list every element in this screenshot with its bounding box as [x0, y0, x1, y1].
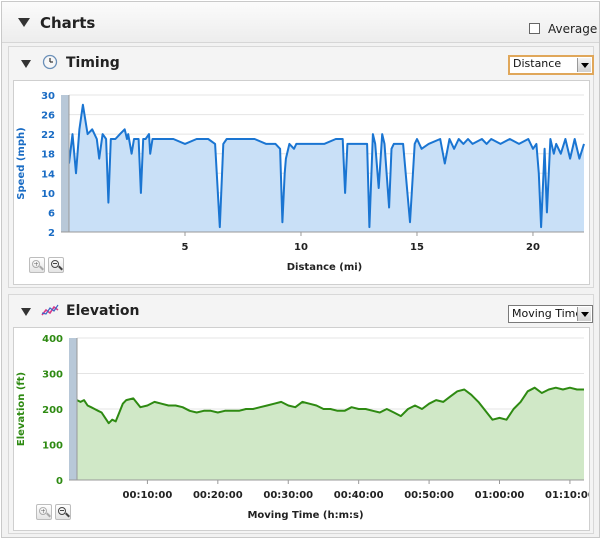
timing-zoom-in-button[interactable] — [29, 257, 45, 273]
zoom-in-icon — [39, 507, 47, 515]
data-area — [77, 387, 584, 480]
charts-header: Charts Average — [2, 2, 599, 43]
y-tick-label: 6 — [48, 208, 55, 219]
timing-section: Timing Distance 2 6 10 14 18 22 26 30 5 10 15 20 Dis… — [8, 46, 594, 288]
data-line — [68, 103, 585, 229]
elevation-zoom-in-button[interactable] — [36, 504, 52, 520]
x-tick-label: 01:10:00 — [545, 490, 589, 501]
timing-zoom-out-button[interactable] — [48, 257, 64, 273]
x-axis-label: Moving Time (h:m:s) — [247, 510, 363, 521]
timing-title: Timing — [66, 55, 120, 71]
axis-strip — [61, 95, 69, 232]
y-axis-label: Speed (mph) — [16, 127, 27, 199]
elevation-dropdown-value: Moving Time — [512, 307, 583, 320]
x-axis-label: Distance (mi) — [287, 262, 363, 273]
collapse-timing-icon[interactable] — [21, 60, 31, 68]
collapse-charts-icon[interactable] — [18, 18, 30, 27]
average-checkbox[interactable] — [529, 23, 540, 34]
x-tick-label: 01:00:00 — [475, 490, 525, 501]
y-tick-label: 200 — [42, 405, 63, 416]
data-area — [69, 104, 584, 232]
y-tick-label: 26 — [41, 111, 55, 122]
x-tick-label: 5 — [182, 242, 189, 253]
x-tick-label: 00:30:00 — [263, 490, 313, 501]
timing-xaxis-dropdown[interactable]: Distance — [508, 55, 594, 75]
y-tick-label: 0 — [56, 476, 63, 487]
data-line — [76, 386, 584, 425]
zoom-out-icon — [51, 260, 59, 268]
charts-title: Charts — [40, 14, 96, 32]
y-tick-label: 300 — [42, 370, 63, 381]
elevation-section: Elevation Moving Time 0 100 200 300 400 00:10… — [8, 294, 595, 534]
y-tick-label: 30 — [41, 91, 55, 102]
x-tick-label: 10 — [294, 242, 308, 253]
x-tick-label: 15 — [410, 242, 424, 253]
x-tick-label: 20 — [526, 242, 540, 253]
y-tick-label: 2 — [48, 228, 55, 239]
elevation-graph-icon — [41, 304, 59, 316]
y-axis-label: Elevation (ft) — [16, 372, 27, 446]
y-tick-label: 14 — [41, 169, 55, 180]
chevron-down-icon — [577, 307, 591, 321]
x-tick-label: 00:40:00 — [334, 490, 384, 501]
x-tick-label: 00:10:00 — [123, 490, 173, 501]
x-tick-label: 00:50:00 — [404, 490, 454, 501]
zoom-out-icon — [58, 507, 66, 515]
zoom-in-icon — [32, 260, 40, 268]
chevron-down-icon — [577, 58, 591, 72]
elevation-title: Elevation — [66, 303, 140, 319]
y-tick-label: 10 — [41, 189, 55, 200]
axis-strip — [69, 338, 77, 480]
timing-dropdown-value: Distance — [513, 57, 562, 70]
elevation-xaxis-dropdown[interactable]: Moving Time — [508, 305, 593, 323]
elevation-chart-box: 0 100 200 300 400 00:10:00 00:20:00 00:30:00 00:… — [13, 327, 595, 531]
timing-chart-box: 2 6 10 14 18 22 26 30 5 10 15 20 Distance (mi) Speed … — [13, 80, 590, 285]
y-tick-label: 100 — [42, 441, 63, 452]
x-tick-label: 00:20:00 — [193, 490, 243, 501]
average-label: Average — [548, 22, 598, 36]
elevation-chart[interactable]: 0 100 200 300 400 00:10:00 00:20:00 00:30:00 00:… — [14, 328, 595, 530]
y-tick-label: 22 — [41, 130, 55, 141]
elevation-zoom-out-button[interactable] — [55, 504, 71, 520]
clock-icon — [42, 54, 58, 70]
collapse-elevation-icon[interactable] — [21, 308, 31, 316]
y-tick-label: 400 — [42, 334, 63, 345]
y-tick-label: 18 — [41, 150, 55, 161]
